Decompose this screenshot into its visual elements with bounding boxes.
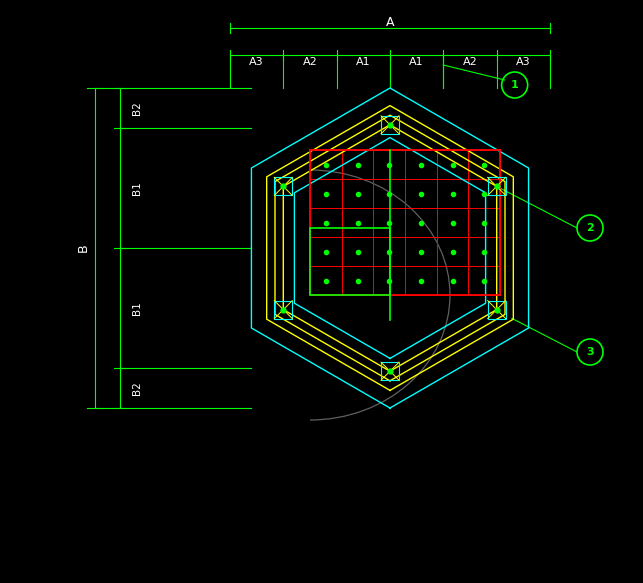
Text: B: B [77, 244, 89, 252]
Text: B2: B2 [132, 101, 142, 115]
Text: A1: A1 [356, 57, 370, 67]
Text: 1: 1 [511, 80, 518, 90]
Text: A2: A2 [303, 57, 318, 67]
Text: A2: A2 [462, 57, 477, 67]
Text: A3: A3 [249, 57, 264, 67]
Text: 2: 2 [586, 223, 594, 233]
Text: 3: 3 [586, 347, 594, 357]
Text: A1: A1 [410, 57, 424, 67]
Text: A3: A3 [516, 57, 530, 67]
Text: B1: B1 [132, 181, 142, 195]
Text: A: A [386, 16, 394, 29]
Text: B1: B1 [132, 301, 142, 315]
Text: B2: B2 [132, 381, 142, 395]
